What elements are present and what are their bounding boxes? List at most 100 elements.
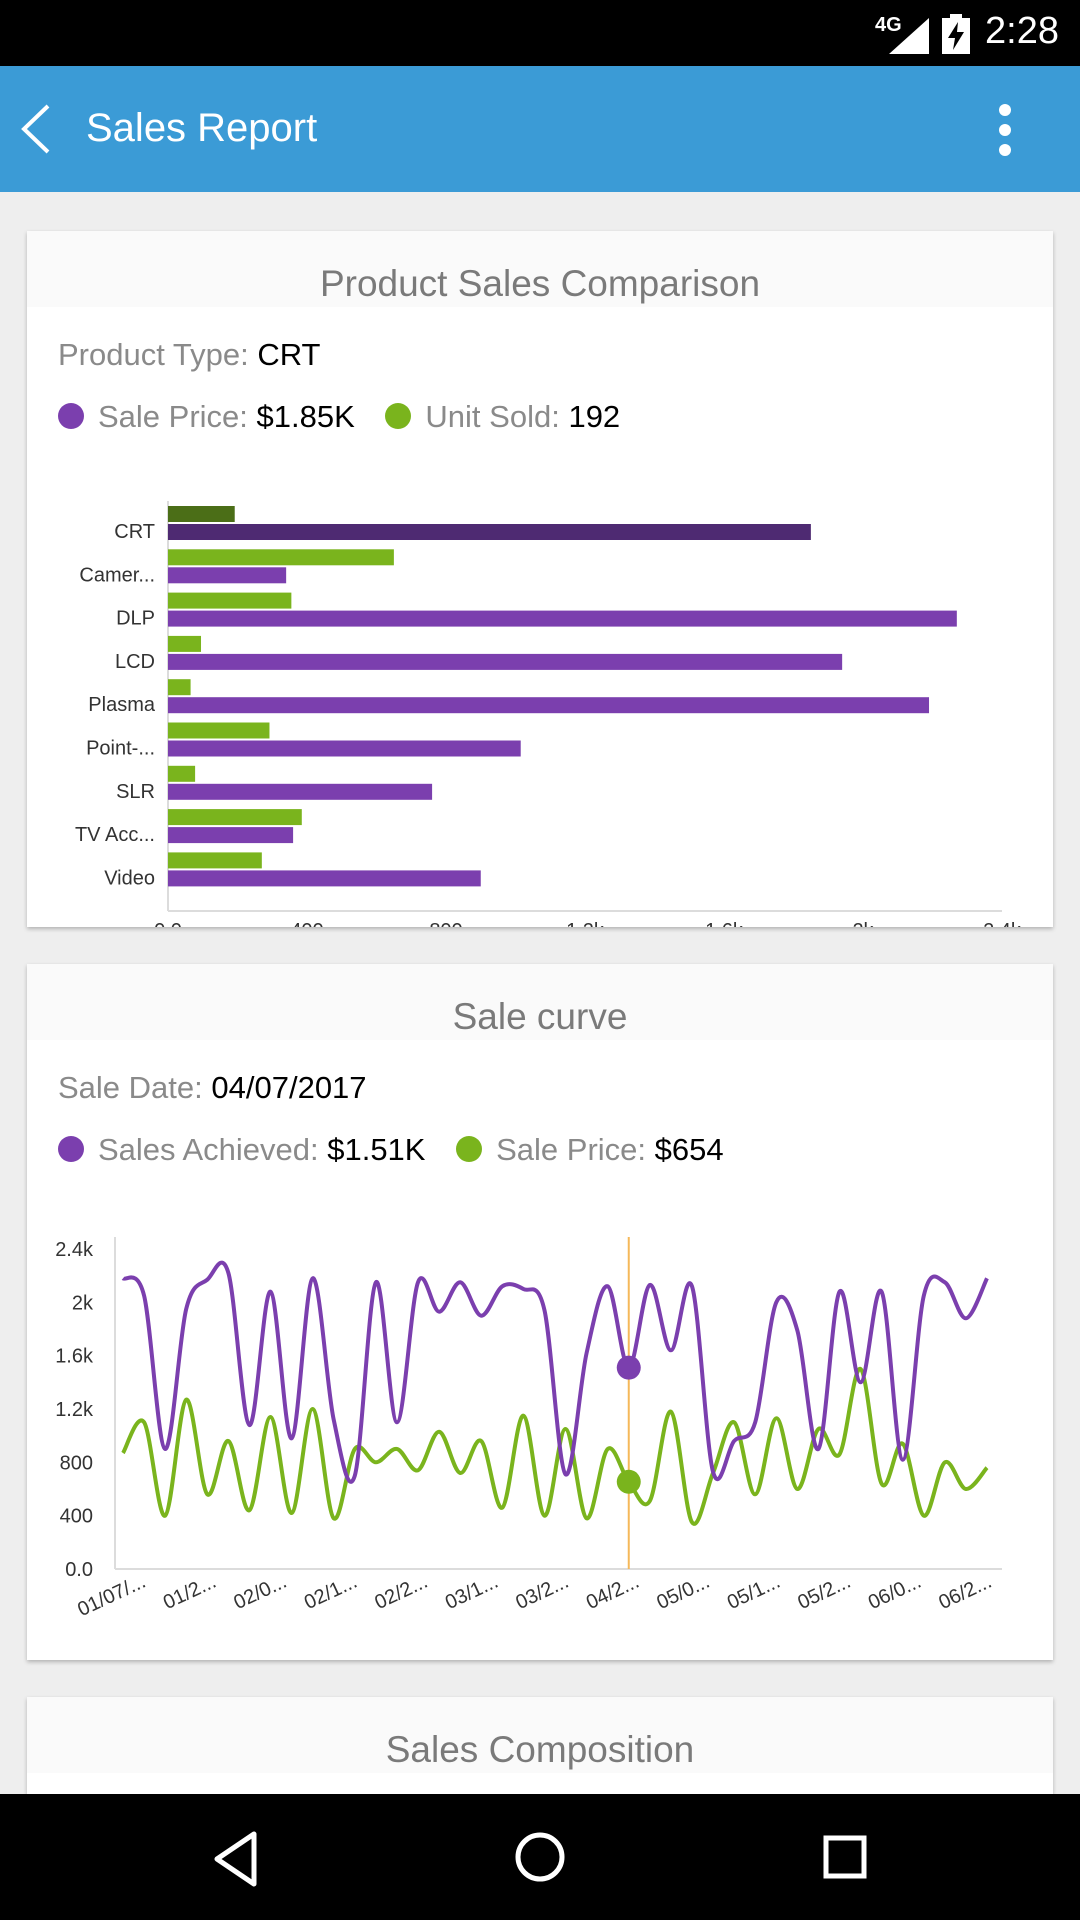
legend-label-sales-achieved: Sales Achieved: bbox=[98, 1132, 319, 1167]
bar-group[interactable]: CRT bbox=[114, 506, 811, 543]
bar-sale-price[interactable] bbox=[168, 740, 521, 757]
bar-x-tick-label: 1.2k bbox=[566, 920, 605, 927]
bar-unit-sold[interactable] bbox=[168, 809, 302, 826]
signal-icon bbox=[889, 18, 929, 54]
recents-square-icon[interactable] bbox=[823, 1835, 867, 1879]
status-time: 2:28 bbox=[985, 10, 1059, 52]
bar-category-label: CRT bbox=[114, 521, 155, 543]
bar-unit-sold[interactable] bbox=[168, 549, 394, 566]
line-series-sale-price[interactable] bbox=[121, 1366, 989, 1526]
back-arrow-icon bbox=[21, 104, 50, 154]
legend-dot-sale-price bbox=[456, 1136, 483, 1162]
selected-point-sales-achieved[interactable] bbox=[616, 1355, 641, 1380]
selected-point-sale-price[interactable] bbox=[616, 1469, 641, 1494]
legend-label-unit-sold: Unit Sold: bbox=[425, 399, 560, 434]
back-triangle-icon[interactable] bbox=[214, 1831, 257, 1887]
line-x-tick-label: 01/2... bbox=[160, 1571, 220, 1614]
card-header bbox=[27, 231, 1053, 307]
bar-group[interactable]: Plasma bbox=[88, 679, 930, 716]
bar-unit-sold[interactable] bbox=[168, 592, 292, 609]
bar-category-label: Point-... bbox=[86, 738, 155, 760]
bar-sale-price[interactable] bbox=[168, 697, 930, 714]
line-legend: Sales Achieved: $1.51K Sale Price: $654 bbox=[58, 1132, 746, 1168]
bar-unit-sold[interactable] bbox=[168, 506, 235, 522]
bar-unit-sold[interactable] bbox=[168, 852, 262, 869]
bar-category-label: Video bbox=[104, 867, 155, 889]
sale-date-label: Sale Date: bbox=[58, 1070, 203, 1105]
product-bar-chart[interactable]: CRT Camer... DLP LCD Plasma Point-... SLR TV Ac… bbox=[27, 231, 1053, 927]
bar-sale-price[interactable] bbox=[168, 870, 481, 887]
page-title: Sales Report bbox=[86, 106, 318, 150]
line-y-tick-label: 1.6k bbox=[55, 1346, 94, 1368]
bar-group[interactable]: Point-... bbox=[86, 722, 521, 760]
bar-x-tick-label: 2k bbox=[852, 920, 874, 927]
line-y-tick-label: 0.0 bbox=[65, 1559, 93, 1581]
bar-group[interactable]: Camer... bbox=[79, 549, 394, 586]
home-circle-icon[interactable] bbox=[515, 1832, 565, 1882]
bar-unit-sold[interactable] bbox=[168, 722, 270, 739]
legend-dot-sales-achieved bbox=[58, 1136, 84, 1162]
card-header bbox=[27, 1697, 1053, 1773]
bar-group[interactable]: DLP bbox=[116, 592, 957, 630]
card-title: Sale curve bbox=[452, 996, 628, 1037]
navigation-bar bbox=[0, 1794, 1080, 1920]
legend-dot-sale-price bbox=[58, 403, 84, 429]
bar-unit-sold[interactable] bbox=[168, 635, 202, 652]
sale-curve-card: Sale curve Sale Date: 04/07/2017 Sales A… bbox=[27, 964, 1053, 1660]
bar-group[interactable]: Video bbox=[104, 852, 481, 889]
card-header bbox=[27, 964, 1053, 1040]
line-x-tick-label: 03/2... bbox=[512, 1571, 572, 1614]
bar-category-label: DLP bbox=[116, 608, 155, 630]
line-x-tick-label: 02/1... bbox=[301, 1571, 361, 1614]
network-indicator: 4G bbox=[875, 14, 929, 54]
sale-date-line: Sale Date: 04/07/2017 bbox=[58, 1070, 367, 1106]
bar-x-tick-label: 1.6k bbox=[705, 920, 744, 927]
line-x-tick-label: 03/1... bbox=[442, 1571, 502, 1614]
line-x-tick-label: 06/0... bbox=[865, 1571, 925, 1614]
sale-date-value: 04/07/2017 bbox=[211, 1070, 367, 1105]
bar-category-label: SLR bbox=[116, 781, 155, 803]
line-series-sales-achieved[interactable] bbox=[121, 1260, 989, 1484]
bar-x-tick-label: 2.4k bbox=[983, 920, 1022, 927]
line-x-tick-label: 02/2... bbox=[371, 1571, 431, 1614]
line-y-tick-label: 2k bbox=[72, 1292, 94, 1314]
line-y-tick-label: 800 bbox=[60, 1452, 93, 1474]
legend-value-sale-price: $1.85K bbox=[256, 399, 355, 434]
bar-sale-price[interactable] bbox=[168, 524, 811, 540]
bar-unit-sold[interactable] bbox=[168, 679, 191, 696]
card-title: Sales Composition bbox=[385, 1729, 695, 1770]
bar-legend: Sale Price: $1.85K Unit Sold: 192 bbox=[58, 399, 642, 435]
legend-label-sale-price: Sale Price: bbox=[98, 399, 248, 434]
line-x-tick-label: 02/0... bbox=[230, 1571, 290, 1614]
bar-group[interactable]: SLR bbox=[116, 765, 433, 803]
bar-sale-price[interactable] bbox=[168, 653, 843, 670]
bar-sale-price[interactable] bbox=[168, 783, 433, 800]
overflow-menu-icon bbox=[990, 104, 1020, 156]
product-type-line: Product Type: CRT bbox=[58, 337, 321, 373]
overflow-menu-button[interactable] bbox=[990, 98, 1020, 160]
line-x-tick-label: 05/1... bbox=[724, 1571, 784, 1614]
bar-category-label: TV Acc... bbox=[75, 824, 155, 846]
legend-value-unit-sold: 192 bbox=[568, 399, 621, 434]
line-y-tick-label: 400 bbox=[60, 1506, 93, 1528]
bar-category-label: Camer... bbox=[79, 564, 155, 586]
sales-composition-card: Sales Composition bbox=[27, 1697, 1053, 1794]
bar-group[interactable]: TV Acc... bbox=[75, 809, 302, 846]
line-x-tick-label: 04/2... bbox=[583, 1571, 643, 1614]
bar-x-tick-label: 0.0 bbox=[154, 920, 182, 927]
bar-sale-price[interactable] bbox=[168, 610, 957, 627]
bar-category-label: Plasma bbox=[88, 694, 156, 716]
bar-group[interactable]: LCD bbox=[115, 635, 843, 673]
product-type-value: CRT bbox=[257, 337, 321, 372]
status-bar: 4G 2:28 bbox=[0, 0, 1080, 66]
legend-value-sale-price: $654 bbox=[654, 1132, 724, 1167]
back-button[interactable] bbox=[14, 96, 74, 162]
bar-sale-price[interactable] bbox=[168, 567, 287, 584]
line-y-tick-label: 2.4k bbox=[55, 1239, 94, 1261]
bar-unit-sold[interactable] bbox=[168, 765, 196, 782]
legend-dot-unit-sold bbox=[385, 403, 412, 429]
bar-sale-price[interactable] bbox=[168, 827, 294, 844]
line-x-tick-label: 06/2... bbox=[935, 1571, 995, 1614]
product-type-label: Product Type: bbox=[58, 337, 249, 372]
